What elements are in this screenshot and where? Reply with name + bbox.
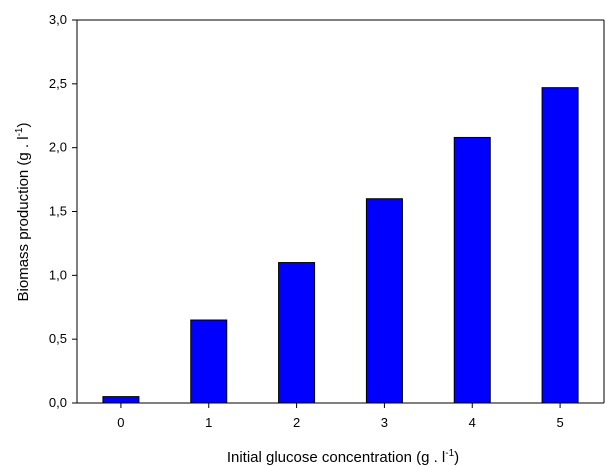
y-tick-label: 0,5 (49, 331, 67, 346)
bar (278, 262, 316, 404)
y-tick-label: 1,0 (49, 267, 67, 282)
bars (102, 87, 579, 404)
y-tick-label: 3,0 (49, 12, 67, 27)
bar (365, 198, 403, 404)
x-axis-title-superscript: -1 (445, 448, 454, 459)
x-axis-title-close: ) (454, 449, 459, 466)
bar (190, 319, 228, 404)
bar (453, 136, 491, 404)
x-tick-label: 4 (469, 415, 476, 430)
y-axis-title-main: Biomass production (g . l (15, 136, 32, 301)
y-axis-title: Biomass production (g . l-1) (14, 123, 32, 302)
y-tick-label: 0,0 (49, 395, 67, 410)
x-tick-label: 0 (117, 415, 124, 430)
bar (102, 396, 140, 404)
y-axis-ticks: 0,0 0,5 1,0 1,5 2,0 2,5 3,0 (49, 12, 77, 410)
y-axis-title-close: ) (15, 123, 32, 128)
bar (541, 87, 579, 404)
y-tick-label: 2,0 (49, 140, 67, 155)
y-tick-label: 1,5 (49, 204, 67, 219)
x-axis-ticks: 0 1 2 3 4 5 (117, 403, 564, 430)
y-tick-label: 2,5 (49, 76, 67, 91)
x-tick-label: 2 (293, 415, 300, 430)
y-axis-title-superscript: -1 (14, 127, 25, 136)
x-tick-label: 3 (381, 415, 388, 430)
x-tick-label: 5 (556, 415, 563, 430)
x-tick-label: 1 (205, 415, 212, 430)
x-axis-title: Initial glucose concentration (g . l-1) (227, 448, 459, 466)
plot-area (76, 19, 605, 404)
x-axis-title-main: Initial glucose concentration (g . l (227, 449, 445, 466)
